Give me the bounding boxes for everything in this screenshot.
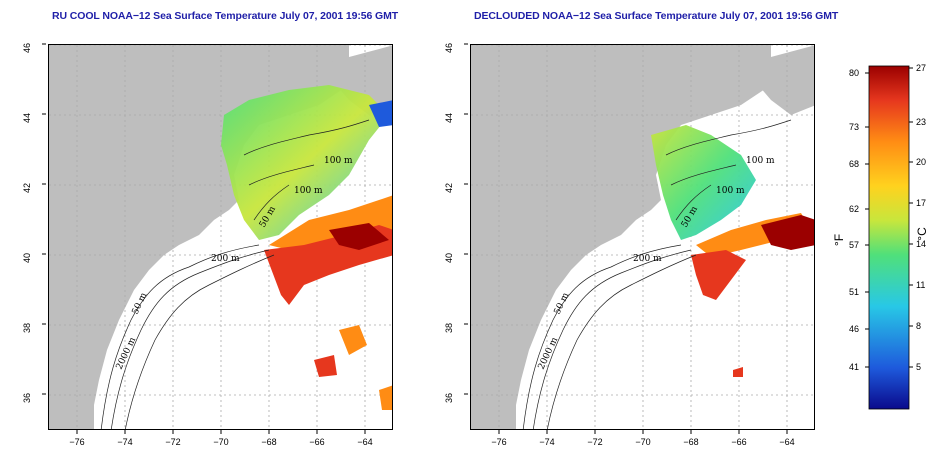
fahrenheit-unit-label: °F [832,234,846,246]
x-tick-label: −76 [491,437,506,447]
y-tick-label: 38 [444,323,454,333]
left-map-axes: 46 44 42 40 38 36 −76 −74 −72 −70 −68 −6… [22,43,373,447]
x-tick-label: −68 [261,437,276,447]
sst-cold-patch [369,100,392,127]
fahrenheit-tick-label: 73 [849,122,859,132]
contour-label: 100 m [746,156,775,166]
fahrenheit-tick-label: 80 [849,68,859,78]
sst-offshore-2 [314,355,337,377]
nova-scotia [319,45,392,115]
celsius-ticks: 27 23 20 17 14 11 8 5 [909,63,926,372]
right-map-title: DECLOUDED NOAA−12 Sea Surface Temperatur… [474,10,839,22]
right-map-canvas: 100 m 100 m 50 m 200 m 50 m 2000 m [471,45,814,429]
sst-offshore-1 [339,325,367,355]
y-tick-label: 36 [444,393,454,403]
grid-lines [471,45,814,429]
celsius-tick-label: 27 [916,63,926,73]
celsius-unit-label: °C [915,227,926,241]
y-tick-label: 46 [444,43,454,53]
fahrenheit-tick-label: 57 [849,240,859,250]
fahrenheit-tick-label: 68 [849,159,859,169]
left-sst-map: 100 m 100 m 50 m 200 m 50 m 2000 m [48,44,393,430]
celsius-tick-label: 17 [916,198,926,208]
contour-label: 100 m [324,156,353,166]
y-tick-label: 38 [22,323,32,333]
y-tick-label: 44 [22,113,32,123]
sst-gulf-of-maine [651,125,756,240]
sst-offshore-3 [379,385,392,410]
sst-warm-core [761,215,814,250]
y-tick-label: 42 [22,183,32,193]
fahrenheit-ticks: 80 73 68 62 57 51 46 41 [849,68,869,372]
y-tick-label: 42 [444,183,454,193]
celsius-tick-label: 8 [916,321,921,331]
bathymetry-contours [100,119,370,429]
bathymetry-contours [522,119,792,429]
right-sst-map: 100 m 100 m 50 m 200 m 50 m 2000 m [470,44,815,430]
x-tick-label: −72 [165,437,180,447]
x-tick-label: −74 [539,437,554,447]
x-axis-ticks-left: −76 −74 −72 −70 −68 −66 −64 [69,430,373,447]
x-tick-label: −66 [731,437,746,447]
sst-gulf-of-maine [221,85,389,240]
fahrenheit-tick-label: 41 [849,362,859,372]
contour-label: 200 m [633,254,662,264]
contour-label: 100 m [294,186,323,196]
colorbar-gradient [868,65,910,410]
contour-label: 100 m [716,186,745,196]
x-tick-label: −70 [635,437,650,447]
contour-label: 50 m [131,291,150,316]
land-mass [49,45,349,429]
celsius-tick-label: 11 [916,280,925,290]
right-map-axes: 46 44 42 40 38 36 −76 −74 −72 −70 −68 −6… [444,43,795,447]
y-tick-label: 44 [444,113,454,123]
x-axis-ticks-right: −76 −74 −72 −70 −68 −66 −64 [491,430,795,447]
celsius-tick-label: 23 [916,117,926,127]
fahrenheit-tick-label: 62 [849,204,859,214]
right-map-panel: 46 44 42 40 38 36 −76 −74 −72 −70 −68 −6… [444,36,816,447]
land-mass [471,45,771,429]
fahrenheit-tick-label: 46 [849,324,859,334]
x-tick-label: −64 [357,437,372,447]
y-axis-ticks-right: 46 44 42 40 38 36 [444,43,468,403]
contour-label: 50 m [553,291,572,316]
x-tick-label: −74 [117,437,132,447]
left-map-panel: 46 44 42 40 38 36 −76 −74 −72 −70 −68 −6… [22,36,394,447]
sst-warm-core [329,223,389,250]
y-tick-label: 40 [444,253,454,263]
nova-scotia [741,45,814,115]
celsius-tick-label: 14 [916,239,926,249]
x-tick-label: −70 [213,437,228,447]
y-axis-ticks-left: 46 44 42 40 38 36 [22,43,46,403]
left-map-canvas: 100 m 100 m 50 m 200 m 50 m 2000 m [49,45,392,429]
y-tick-label: 36 [22,393,32,403]
fahrenheit-tick-label: 51 [849,287,859,297]
contour-label: 200 m [211,254,240,264]
temperature-colorbar: 80 73 68 62 57 51 46 41 27 23 20 17 14 1… [832,63,926,410]
y-tick-label: 46 [22,43,32,53]
x-tick-label: −68 [683,437,698,447]
x-tick-label: −66 [309,437,324,447]
sst-gulf-stream [691,250,746,300]
left-map-title: RU COOL NOAA−12 Sea Surface Temperature … [52,10,399,22]
celsius-tick-label: 20 [916,157,926,167]
y-tick-label: 40 [22,253,32,263]
x-tick-label: −72 [587,437,602,447]
x-tick-label: −76 [69,437,84,447]
x-tick-label: −64 [779,437,794,447]
sst-offshore-1 [733,367,743,377]
celsius-tick-label: 5 [916,362,921,372]
